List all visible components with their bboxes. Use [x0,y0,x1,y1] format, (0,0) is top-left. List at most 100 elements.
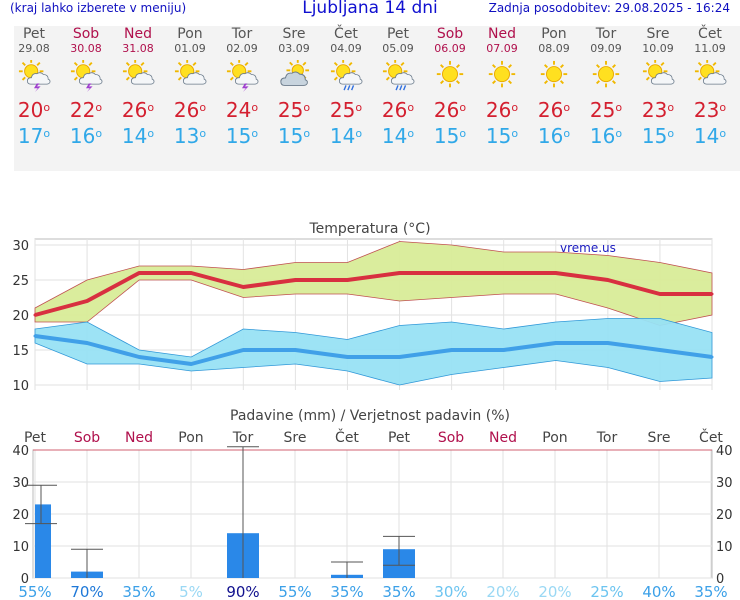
min-temperature: 15o [277,124,311,148]
precip-probability: 70% [70,583,103,600]
day-date: 10.09 [642,42,674,55]
day-date: 11.09 [694,42,726,55]
day-column: Sob 30.08 22o 16o [60,26,112,149]
sun-cloud-icon [122,60,155,85]
data-point-max [85,299,89,303]
y-tick-label-right: 10 [716,540,733,555]
series-line-max [34,271,712,317]
day-name: Pet [386,26,410,42]
last-updated: Zadnja posodobitev: 29.08.2025 - 16:24 [488,1,730,15]
data-point-min [241,348,245,352]
day-name: Sob [72,26,100,42]
min-temperature: 14o [693,124,727,148]
data-point-max [33,313,37,317]
x-category-label: Pon [542,430,567,446]
precip-probability: 35% [122,583,155,600]
x-category-label: Sre [284,430,307,446]
data-point-min [398,355,402,359]
y-tick-label: 20 [12,309,29,324]
day-name: Ned [124,26,152,42]
day-name: Čet [334,26,358,42]
min-temperature: 15o [433,124,467,148]
x-category-label: Pon [178,430,203,446]
y-tick-label-left: 40 [12,444,29,459]
day-date: 02.09 [226,42,258,55]
series-line-min [34,334,713,366]
sun-cloud-icon [694,60,727,85]
data-point-max [502,271,506,275]
precip-probability: 40% [642,583,675,600]
day-name: Pon [177,26,203,42]
band-max [34,241,713,326]
precip-probability: 30% [434,583,467,600]
location-menu-hint[interactable]: (kraj lahko izberete v meniju) [10,1,187,15]
data-point-min [658,348,662,352]
day-name: Sre [646,26,670,42]
max-temperature: 22o [69,98,103,122]
day-date: 03.09 [278,42,310,55]
min-temperature: 16o [589,124,623,148]
band-min [34,318,713,386]
day-column: Tor 02.09 24o 15o [216,26,268,149]
day-column: Sre 10.09 23o 15o [632,26,684,149]
precip-probability: 35% [330,583,363,600]
x-category-label: Sob [438,430,464,446]
data-point-max [710,292,714,296]
page-title: Ljubljana 14 dni [302,0,438,18]
y-tick-label-left: 10 [12,540,29,555]
min-temperature: 15o [225,124,259,148]
sun-cloud-storm-icon [70,60,103,92]
data-point-max [398,271,402,275]
sun-icon [540,60,568,88]
day-name: Sob [436,26,464,42]
min-temperature: 13o [173,124,207,148]
precip-probability: 35% [382,583,415,600]
max-temperature: 23o [693,98,727,122]
watermark: vreme.us [560,241,616,255]
day-name: Sre [282,26,306,42]
day-column: Pet 05.09 26o 14o [372,26,424,149]
data-point-min [189,362,193,366]
data-point-min [502,348,506,352]
y-tick-label-left: 20 [12,508,29,523]
data-point-min [554,341,558,345]
sun-cloud-rain-icon [382,60,415,91]
precip-probability: 5% [179,583,203,600]
sun-icon [488,60,516,88]
day-date: 07.09 [486,42,518,55]
day-column: Čet 11.09 23o 14o [684,26,736,149]
x-category-label: Čet [335,428,359,446]
y-tick-label: 25 [12,274,29,289]
min-temperature: 16o [537,124,571,148]
data-point-max [606,278,610,282]
data-point-max [241,285,245,289]
data-point-max [450,271,454,275]
y-tick-label-right: 40 [716,444,733,459]
min-temperature: 14o [121,124,155,148]
precip-probability: 20% [538,583,571,600]
precip-probability: 55% [18,583,51,600]
max-temperature: 24o [225,98,259,122]
max-temperature: 20o [17,98,51,122]
y-tick-label-left: 30 [12,476,29,491]
min-temperature: 16o [69,124,103,148]
min-temperature: 15o [485,124,519,148]
precip-probability: 20% [486,583,519,600]
data-point-min [33,334,37,338]
max-temperature: 26o [173,98,207,122]
min-temperature: 14o [381,124,415,148]
chart-title: Temperatura (°C) [308,221,430,237]
x-category-label: Tor [596,430,618,446]
y-tick-label-left: 0 [21,572,29,587]
max-temperature: 25o [329,98,363,122]
precipitation-chart: Padavine (mm) / Verjetnost padavin (%) Pe… [12,408,733,600]
data-point-min [293,348,297,352]
y-tick-label: 10 [12,379,29,390]
day-column: Tor 09.09 25o 16o [580,26,632,149]
max-temperature: 25o [277,98,311,122]
data-point-max [189,271,193,275]
sun-cloud-icon [174,60,207,85]
day-date: 06.09 [434,42,466,55]
data-point-max [293,278,297,282]
min-temperature: 17o [17,124,51,148]
